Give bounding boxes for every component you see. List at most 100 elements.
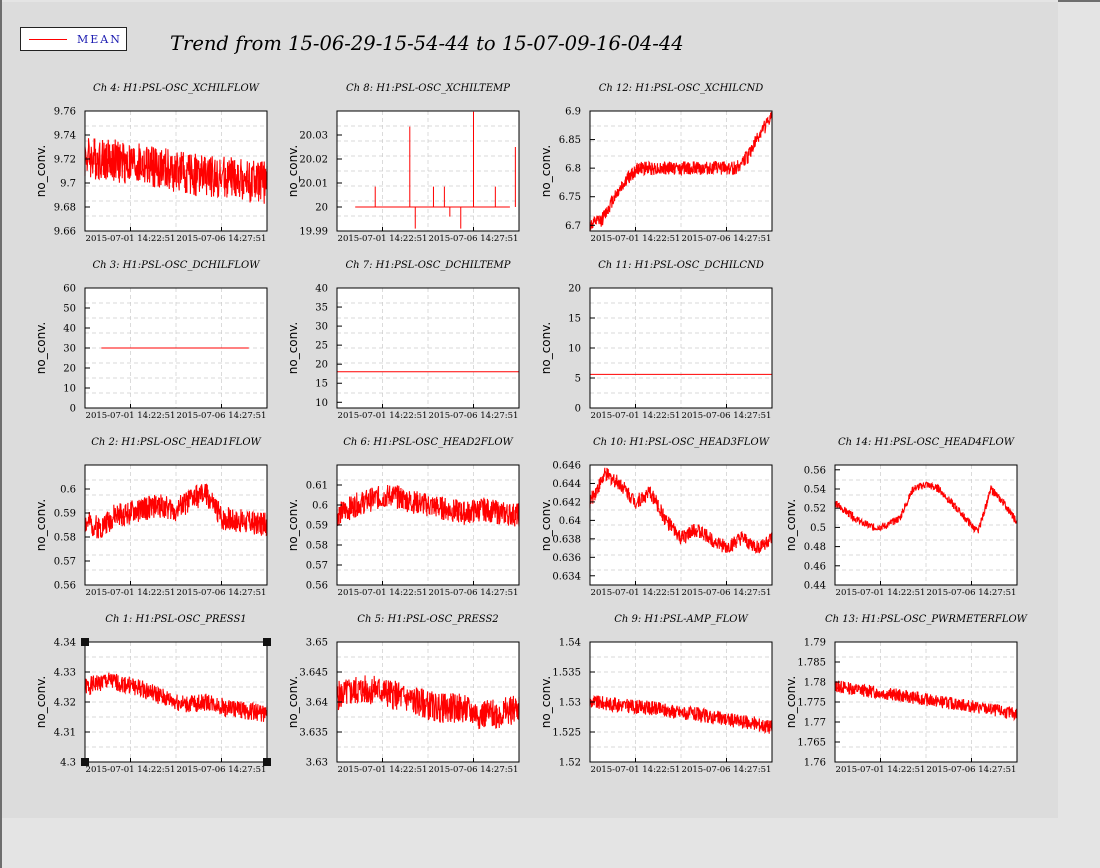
- y-tick-label: 0: [70, 404, 76, 415]
- y-tick-label: 0.56: [804, 465, 826, 476]
- y-tick-label: 6.7: [565, 221, 581, 232]
- plot-title: Ch 7: H1:PSL-OSC_DCHILTEMP: [345, 260, 510, 271]
- y-tick-label: 1.765: [797, 738, 826, 749]
- selection-handle: [81, 638, 89, 646]
- y-tick-label: 25: [315, 341, 328, 352]
- window-frame-top: [1058, 0, 1100, 2]
- y-tick-label: 0.46: [804, 561, 826, 572]
- y-tick-label: 40: [315, 284, 328, 295]
- plot-panel: Ch 1: H1:PSL-OSC_PRESS1 4.3 4.31 4.32 4.33 4.…: [34, 614, 271, 775]
- x-tick-label: 2015-07-01 14:22:51: [86, 588, 176, 598]
- y-tick-label: 0.64: [559, 516, 581, 527]
- plot-title: Ch 11: H1:PSL-OSC_DCHILCND: [598, 260, 764, 271]
- x-tick-label: 2015-07-06 14:27:51: [927, 765, 1017, 775]
- y-tick-label: 15: [315, 379, 328, 390]
- y-tick-label: 0.44: [804, 581, 826, 592]
- y-tick-label: 60: [63, 284, 76, 295]
- y-tick-label: 0.5: [810, 523, 826, 534]
- x-tick-label: 2015-07-01 14:22:51: [86, 234, 176, 244]
- plot-title: Ch 5: H1:PSL-OSC_PRESS2: [357, 614, 498, 625]
- plot-border: [834, 464, 1018, 586]
- series-line: [336, 675, 520, 730]
- y-tick-label: 20: [568, 284, 581, 295]
- series-line: [84, 138, 268, 204]
- series-line: [589, 694, 773, 735]
- series-line: [589, 111, 773, 232]
- plot-border: [84, 110, 268, 232]
- selection-handle: [263, 638, 271, 646]
- y-tick-label: 0.56: [306, 581, 328, 592]
- y-tick-label: 4.3: [60, 758, 76, 769]
- y-tick-label: 20.02: [299, 155, 328, 166]
- y-tick-label: 9.74: [54, 131, 76, 142]
- window-frame-left: [0, 0, 2, 868]
- x-tick-label: 2015-07-01 14:22:51: [591, 411, 681, 421]
- x-tick-label: 2015-07-01 14:22:51: [836, 588, 926, 598]
- y-axis-label: no_conv.: [286, 145, 300, 197]
- y-tick-label: 9.76: [54, 107, 76, 118]
- y-tick-label: 4.32: [54, 698, 76, 709]
- y-tick-label: 0.6: [60, 485, 76, 496]
- x-tick-label: 2015-07-01 14:22:51: [338, 234, 428, 244]
- x-tick-label: 2015-07-01 14:22:51: [591, 588, 681, 598]
- y-axis-label: no_conv.: [784, 499, 798, 551]
- x-tick-label: 2015-07-06 14:27:51: [177, 234, 267, 244]
- y-tick-label: 6.85: [559, 135, 581, 146]
- plot-title: Ch 10: H1:PSL-OSC_HEAD3FLOW: [593, 437, 770, 448]
- y-tick-label: 1.78: [804, 678, 826, 689]
- y-tick-label: 0.48: [804, 542, 826, 553]
- y-tick-label: 1.53: [559, 698, 581, 709]
- plot-border: [589, 110, 773, 232]
- y-tick-label: 6.8: [565, 164, 581, 175]
- y-tick-label: 1.775: [797, 698, 826, 709]
- x-tick-label: 2015-07-01 14:22:51: [338, 588, 428, 598]
- series-line: [84, 672, 268, 722]
- y-axis-label: no_conv.: [34, 499, 48, 551]
- series-line: [834, 680, 1018, 722]
- y-axis-label: no_conv.: [286, 322, 300, 374]
- legend-box: MEAN: [20, 27, 127, 51]
- y-tick-label: 9.72: [54, 155, 76, 166]
- y-axis-label: no_conv.: [539, 145, 553, 197]
- plot-title: Ch 8: H1:PSL-OSC_XCHILTEMP: [346, 83, 510, 94]
- y-tick-label: 19.99: [299, 227, 328, 238]
- y-tick-label: 0.58: [54, 533, 76, 544]
- y-tick-label: 6.9: [565, 107, 581, 118]
- x-tick-label: 2015-07-01 14:22:51: [338, 411, 428, 421]
- x-tick-label: 2015-07-06 14:27:51: [429, 765, 519, 775]
- y-tick-label: 3.65: [306, 638, 328, 649]
- x-tick-label: 2015-07-06 14:27:51: [177, 411, 267, 421]
- plot-title: Ch 2: H1:PSL-OSC_HEAD1FLOW: [91, 437, 261, 448]
- y-tick-label: 4.31: [54, 728, 76, 739]
- y-tick-label: 20: [315, 360, 328, 371]
- y-tick-label: 0.52: [804, 504, 826, 515]
- series-line: [834, 481, 1018, 534]
- y-tick-label: 20.03: [299, 131, 328, 142]
- y-tick-label: 0.6: [312, 501, 328, 512]
- x-tick-label: 2015-07-06 14:27:51: [177, 765, 267, 775]
- y-tick-label: 0.644: [552, 479, 581, 490]
- y-tick-label: 10: [63, 384, 76, 395]
- plot-title: Ch 3: H1:PSL-OSC_DCHILFLOW: [93, 260, 261, 271]
- plot-panel: Ch 10: H1:PSL-OSC_HEAD3FLOW 0.634 0.636 0.6…: [539, 437, 773, 598]
- plot-title: Ch 13: H1:PSL-OSC_PWRMETERFLOW: [825, 614, 1028, 625]
- y-tick-label: 0.59: [54, 509, 76, 520]
- y-tick-label: 0.57: [306, 561, 328, 572]
- y-tick-label: 1.79: [804, 638, 826, 649]
- plot-border: [336, 110, 520, 232]
- plot-title: Ch 1: H1:PSL-OSC_PRESS1: [105, 614, 246, 625]
- page-title: Trend from 15-06-29-15-54-44 to 15-07-09…: [170, 32, 684, 55]
- plot-title: Ch 12: H1:PSL-OSC_XCHILCND: [599, 83, 764, 94]
- plot-panel: Ch 12: H1:PSL-OSC_XCHILCND 6.7 6.75 6.8 6.85…: [539, 83, 773, 244]
- selection-handle: [81, 758, 89, 766]
- x-tick-label: 2015-07-01 14:22:51: [338, 765, 428, 775]
- plot-panel: Ch 7: H1:PSL-OSC_DCHILTEMP 10 15 20 25 30 35 40…: [286, 260, 520, 421]
- y-tick-label: 0.642: [552, 497, 581, 508]
- x-tick-label: 2015-07-06 14:27:51: [682, 411, 772, 421]
- series-line: [84, 483, 268, 539]
- y-tick-label: 3.63: [306, 758, 328, 769]
- series-line: [336, 484, 520, 527]
- plot-panel: Ch 8: H1:PSL-OSC_XCHILTEMP 19.99 20 20.01 20…: [286, 83, 520, 244]
- y-axis-label: no_conv.: [34, 676, 48, 728]
- series-line: [589, 467, 773, 554]
